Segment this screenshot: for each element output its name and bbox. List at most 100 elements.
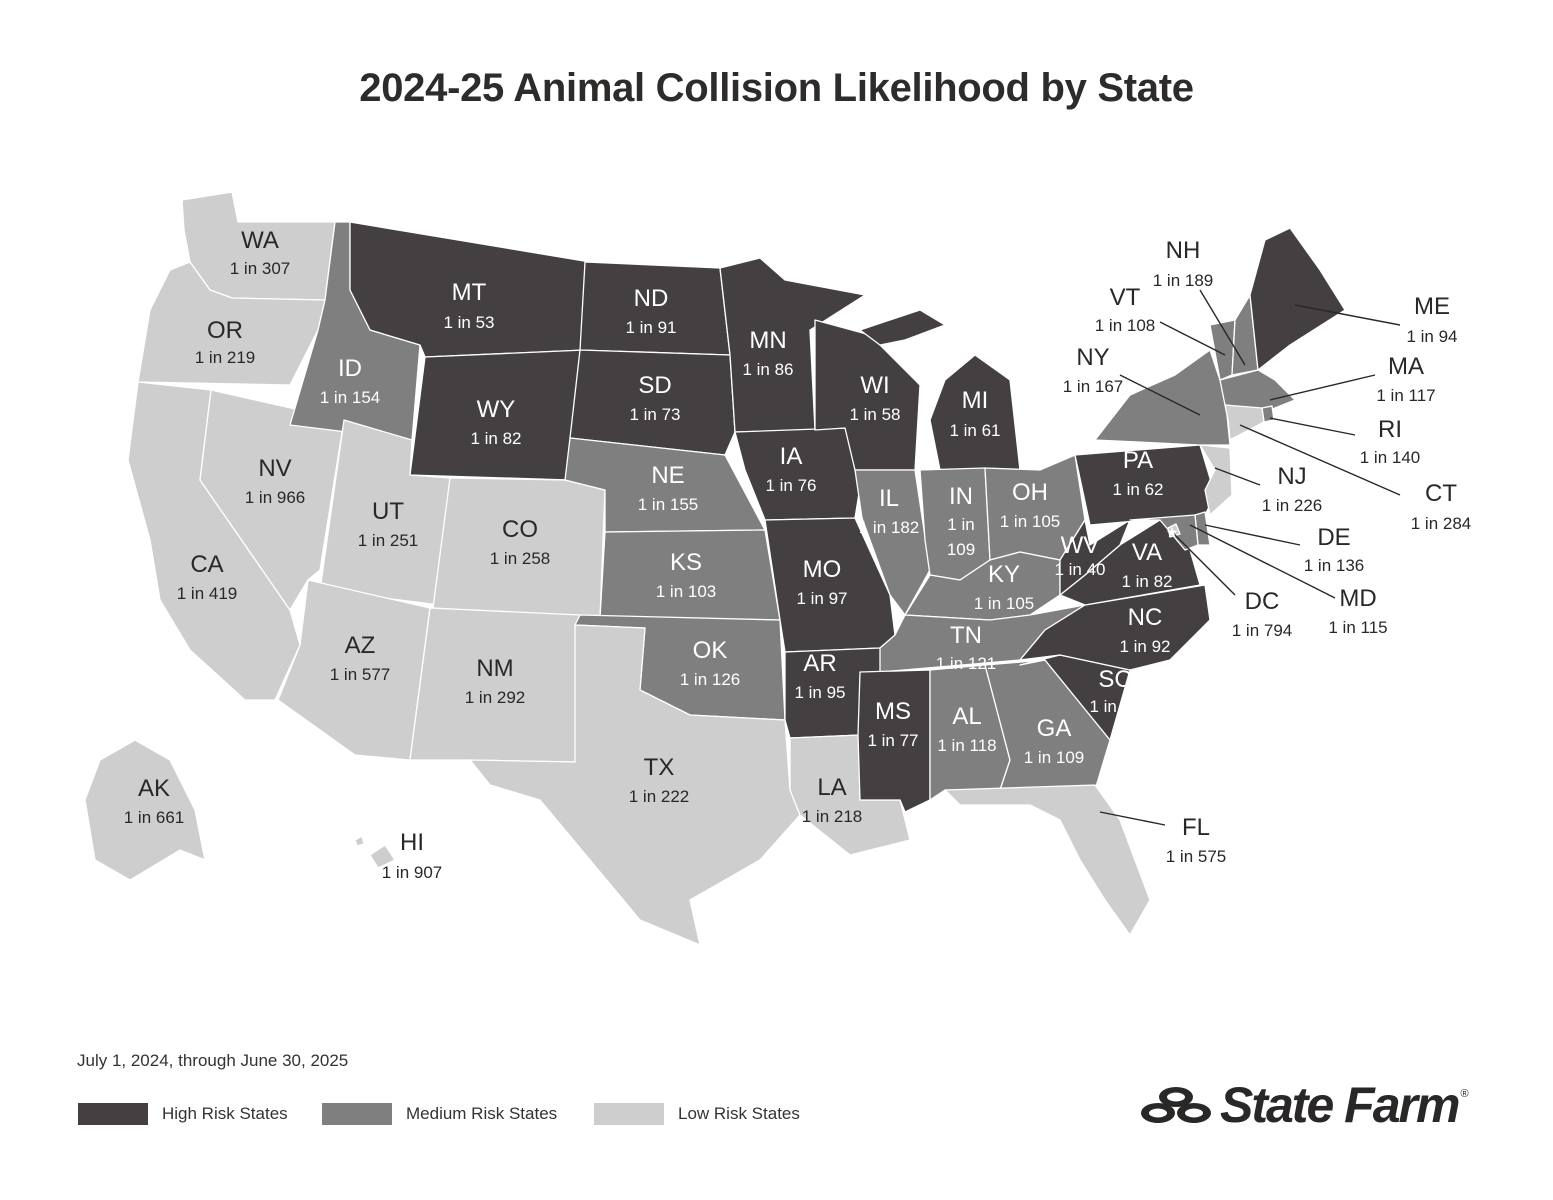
state-tn: [879, 604, 1086, 673]
state-odds-in-line1: 1 in: [947, 515, 974, 534]
leader-line-nj: [1214, 467, 1261, 486]
state-odds-ut: 1 in 251: [358, 531, 419, 550]
state-farm-logo: State Farm ®: [1140, 1076, 1469, 1134]
state-code-ms: MS: [875, 698, 911, 725]
legend-label-low: Low Risk States: [678, 1104, 800, 1123]
leader-line-vt: [1159, 321, 1226, 356]
state-nj: [1199, 444, 1233, 516]
state-code-me: ME: [1414, 293, 1450, 320]
state-code-nm: NM: [476, 655, 513, 682]
state-nc: [1019, 584, 1211, 671]
state-ny: [1094, 349, 1231, 446]
legend-swatch-medium: [322, 1103, 392, 1125]
state-odds-ca: 1 in 419: [177, 584, 238, 603]
state-odds-dc: 1 in 794: [1232, 621, 1293, 640]
state-code-co: CO: [502, 516, 538, 543]
state-odds-va: 1 in 82: [1121, 572, 1172, 591]
state-code-mo: MO: [803, 556, 842, 583]
state-odds-hi: 1 in 907: [382, 863, 443, 882]
state-wv: [1059, 519, 1131, 596]
state-odds-id: 1 in 154: [320, 388, 381, 407]
state-odds-tx: 1 in 222: [629, 787, 690, 806]
state-odds-tn: 1 in 121: [936, 654, 997, 673]
legend-item-low: Low Risk States: [594, 1103, 800, 1125]
map-title: 2024-25 Animal Collision Likelihood by S…: [359, 66, 1194, 110]
legend-label-high: High Risk States: [162, 1104, 288, 1123]
state-hi: [354, 835, 396, 869]
state-odds-vt: 1 in 108: [1095, 316, 1156, 335]
state-odds-sd: 1 in 73: [629, 405, 680, 424]
state-odds-ks: 1 in 103: [656, 582, 717, 601]
state-odds-az: 1 in 577: [330, 665, 391, 684]
state-code-wv: WV: [1061, 532, 1100, 559]
state-code-in: IN: [949, 483, 973, 510]
state-odds-mn: 1 in 86: [742, 360, 793, 379]
state-code-la: LA: [817, 774, 846, 801]
state-odds-la: 1 in 218: [802, 807, 863, 826]
state-odds-mt: 1 in 53: [443, 313, 494, 332]
leader-line-ct: [1239, 424, 1401, 496]
state-code-sc: SC: [1098, 666, 1131, 693]
state-code-ne: NE: [651, 462, 684, 489]
state-odds-wa: 1 in 307: [230, 259, 291, 278]
state-mn: [719, 257, 866, 433]
brand-name: State Farm: [1220, 1077, 1460, 1133]
state-odds-wv: 1 in 40: [1054, 560, 1105, 579]
leader-line-fl: [1099, 811, 1166, 826]
state-dc: [1167, 523, 1181, 538]
state-code-md: MD: [1339, 585, 1376, 612]
legend-swatch-high: [78, 1103, 148, 1125]
state-code-ok: OK: [693, 637, 728, 664]
state-code-ct: CT: [1425, 480, 1457, 507]
state-code-de: DE: [1317, 524, 1350, 551]
state-code-nc: NC: [1128, 604, 1163, 631]
leader-line-nh: [1199, 289, 1246, 366]
state-odds-ar: 1 in 95: [794, 683, 845, 702]
legend-item-high: High Risk States: [78, 1103, 288, 1125]
state-odds-nm: 1 in 292: [465, 688, 526, 707]
state-odds-oh: 1 in 105: [1000, 512, 1061, 531]
state-code-id: ID: [338, 355, 362, 382]
state-code-ar: AR: [803, 650, 836, 677]
state-odds-sc: 1 in 93: [1089, 697, 1140, 716]
state-odds-ma: 1 in 117: [1376, 386, 1435, 405]
state-odds-mo: 1 in 97: [796, 589, 847, 608]
state-code-or: OR: [207, 317, 243, 344]
state-odds-nh: 1 in 189: [1153, 271, 1214, 290]
state-odds-wy: 1 in 82: [470, 429, 521, 448]
state-code-oh: OH: [1012, 479, 1048, 506]
state-code-il: IL: [879, 485, 899, 512]
state-odds-md: 1 in 115: [1328, 618, 1387, 637]
state-code-ca: CA: [190, 551, 223, 578]
state-ct: [1224, 404, 1265, 441]
state-odds-nd: 1 in 91: [625, 318, 676, 337]
state-sd: [569, 349, 736, 456]
state-odds-ga: 1 in 109: [1024, 748, 1085, 767]
state-code-dc: DC: [1245, 588, 1280, 615]
state-code-va: VA: [1132, 539, 1162, 566]
state-code-nv: NV: [258, 455, 291, 482]
state-fl: [944, 784, 1151, 936]
state-code-tx: TX: [644, 754, 675, 781]
leader-line-dc: [1171, 531, 1236, 596]
state-nm: [409, 607, 581, 763]
legend-item-medium: Medium Risk States: [322, 1103, 557, 1125]
state-odds-ct: 1 in 284: [1411, 514, 1472, 533]
state-code-wy: WY: [477, 396, 516, 423]
legend-swatch-low: [594, 1103, 664, 1125]
state-co: [432, 477, 606, 619]
state-code-ri: RI: [1378, 416, 1402, 443]
leader-line-ny: [1119, 374, 1201, 416]
state-code-nh: NH: [1166, 237, 1201, 264]
state-code-ky: KY: [988, 561, 1020, 588]
leader-line-de: [1204, 524, 1301, 546]
state-odds-ky: 1 in 105: [974, 594, 1035, 613]
state-code-mn: MN: [749, 327, 786, 354]
state-odds-al: 1 in 118: [937, 736, 996, 755]
state-code-hi: HI: [400, 829, 424, 856]
state-ak: [84, 739, 206, 881]
state-odds-ia: 1 in 76: [765, 476, 816, 495]
state-code-nd: ND: [634, 285, 669, 312]
state-code-fl: FL: [1182, 814, 1210, 841]
leader-line-me: [1294, 304, 1401, 326]
